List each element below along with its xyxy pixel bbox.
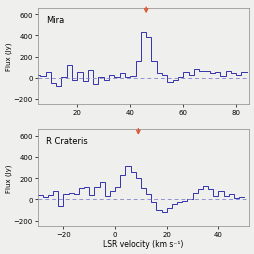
Text: Mira: Mira [46, 15, 64, 24]
X-axis label: LSR velocity (km s⁻¹): LSR velocity (km s⁻¹) [103, 240, 183, 248]
Y-axis label: Flux (Jy): Flux (Jy) [6, 164, 12, 192]
Y-axis label: Flux (Jy): Flux (Jy) [6, 43, 12, 71]
Text: R Crateris: R Crateris [46, 137, 87, 146]
